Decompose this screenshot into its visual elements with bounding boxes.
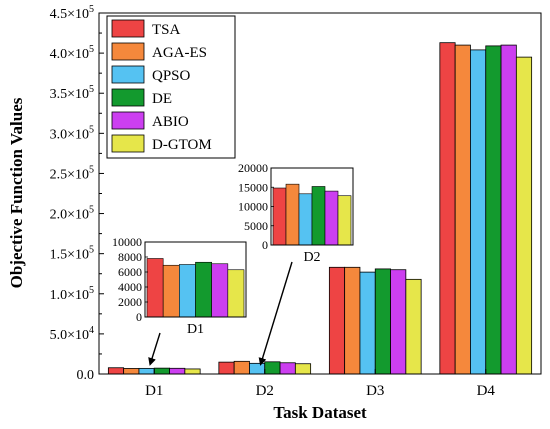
legend-label: AGA-ES: [152, 45, 207, 61]
bar-d4-de: [485, 45, 502, 375]
y-tick-label: 3.0×105: [50, 124, 94, 142]
bar-d4-d-gtom: [515, 56, 533, 375]
legend-swatch: [111, 42, 145, 61]
bar-d1-qpso: [138, 367, 155, 375]
bar-d4-abio: [500, 44, 517, 375]
bar-d3-tsa: [328, 266, 346, 375]
inset-bar-d1-abio: [211, 263, 229, 318]
x-tick-label: D4: [477, 383, 496, 399]
inset-bar-d1-de: [195, 261, 212, 318]
x-tick-label: D3: [366, 383, 384, 399]
bar-d1-tsa: [107, 367, 125, 375]
x-tick-label: D1: [145, 383, 163, 399]
legend: TSA AGA-ES QPSO DE ABIO D-GTOM: [106, 15, 236, 159]
y-tick-label: 4.0×105: [50, 44, 94, 62]
inset-bar-d1-qpso: [179, 264, 196, 318]
inset-bar-d1-d-gtom: [227, 269, 245, 318]
bar-d2-qpso: [249, 362, 266, 375]
x-tick-label: D2: [256, 383, 274, 399]
y-tick-label: 1.0×105: [50, 285, 94, 303]
bar-d1-aga-es: [123, 368, 140, 375]
inset-y-tick-label: 4000: [118, 280, 142, 294]
y-tick-label: 3.5×105: [50, 84, 94, 102]
inset-y-tick-label: 10000: [238, 200, 268, 214]
legend-label: D-GTOM: [152, 137, 212, 153]
inset-bar-d2-aga-es: [285, 183, 300, 246]
bar-d3-abio: [390, 269, 407, 375]
inset-bar-d2-abio: [324, 190, 339, 246]
bar-d4-aga-es: [454, 44, 471, 375]
main-bars: [107, 42, 533, 375]
y-tick-label: 0.0: [77, 368, 95, 383]
x-axis: D1 D2 D3 D4: [145, 369, 495, 399]
bar-d4-tsa: [439, 42, 456, 375]
y-axis-label: Objective Function Values: [7, 97, 26, 288]
inset-y-tick-label: 2000: [118, 295, 142, 309]
legend-swatch: [111, 134, 145, 153]
inset-d2: 0 5000 10000 15000 20000 D2: [238, 161, 354, 265]
legend-swatch: [111, 88, 145, 107]
legend-box: [106, 15, 236, 159]
legend-swatch: [111, 65, 145, 84]
inset-bar-d2-qpso: [298, 193, 313, 246]
inset-y-tick-label: 20000: [238, 161, 268, 175]
legend-swatch: [111, 111, 145, 130]
inset-bar-d1-tsa: [146, 258, 164, 318]
bar-d3-aga-es: [344, 266, 361, 375]
inset-label: D1: [187, 322, 204, 337]
legend-label: DE: [152, 91, 172, 107]
insets: 0200040006000800010000D10500010000150002…: [112, 161, 354, 337]
bar-d1-de: [153, 367, 170, 375]
bar-d2-aga-es: [233, 360, 250, 375]
inset-label: D2: [303, 250, 320, 265]
inset-bar-d2-tsa: [272, 187, 287, 246]
y-tick-label: 2.5×105: [50, 164, 94, 182]
inset-arrows: [148, 261, 293, 366]
bar-d1-abio: [169, 367, 186, 375]
y-tick-label: 4.5×105: [50, 4, 94, 22]
y-tick-label: 5.0×104: [50, 325, 94, 343]
legend-label: TSA: [152, 22, 181, 38]
inset-y-tick-label: 5000: [244, 219, 268, 233]
y-tick-label: 2.0×105: [50, 205, 94, 223]
legend-label: ABIO: [152, 114, 189, 130]
bar-d1-d-gtom: [184, 368, 201, 375]
inset-bar-d2-d-gtom: [337, 195, 352, 246]
inset-arrow: [258, 261, 293, 366]
inset-frame: [144, 241, 247, 318]
inset-arrow: [148, 332, 161, 366]
x-axis-label: Task Dataset: [273, 403, 367, 422]
inset-y-tick-label: 15000: [238, 180, 268, 194]
bar-d3-d-gtom: [405, 278, 422, 375]
inset-bar-d2-de: [311, 186, 326, 246]
bar-d2-de: [264, 361, 281, 375]
inset-y-tick-label: 0: [262, 238, 268, 252]
bar-d4-qpso: [470, 49, 487, 375]
legend-swatch: [111, 19, 145, 38]
inset-y-tick-label: 0: [136, 310, 142, 324]
bar-d2-d-gtom: [294, 363, 312, 375]
bar-d2-abio: [279, 362, 296, 375]
inset-bar-d1-aga-es: [162, 264, 180, 318]
y-tick-label: 1.5×105: [50, 245, 94, 263]
bar-d3-qpso: [359, 271, 376, 375]
inset-y-tick-label: 10000: [112, 235, 142, 249]
legend-label: QPSO: [152, 68, 191, 84]
y-axis: 0.0 5.0×104 1.0×105 1.5×105 2.0×105 2.5×105 3.…: [50, 4, 104, 383]
inset-y-tick-label: 6000: [118, 265, 142, 279]
bar-d3-de: [374, 268, 391, 375]
inset-y-tick-label: 8000: [118, 250, 142, 264]
bar-d2-tsa: [218, 361, 235, 375]
